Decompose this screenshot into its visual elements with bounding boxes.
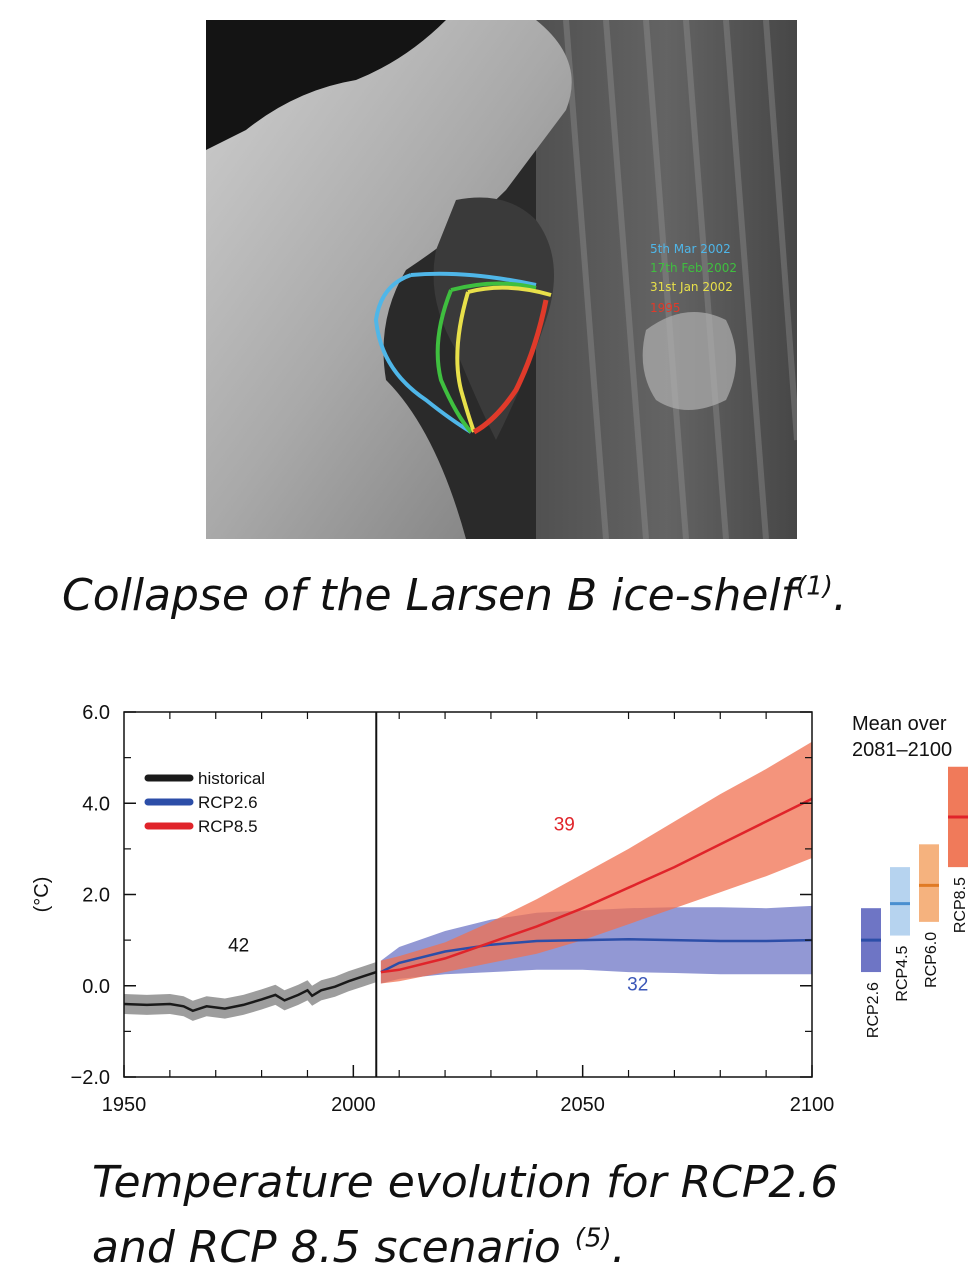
temperature-chart: 42 32 39 6.0 4.0 2.0 0.0 −2.0 1950 2000 2050 2100 (°… (31, 702, 969, 1116)
line-rcp85 (380, 797, 813, 974)
satellite-legend-17th-feb-2002: 17th Feb 2002 (650, 261, 737, 275)
larsen-b-caption: Collapse of the Larsen B ice-shelf(1). (62, 570, 847, 621)
series-count-label-rcp85: 39 (554, 815, 575, 836)
y-axis-label: (°C) (31, 877, 53, 913)
series-count-label-historical: 42 (228, 936, 249, 957)
side-panel-title-line1: Mean over (852, 713, 947, 735)
caption-text: and RCP 8.5 scenario (92, 1222, 575, 1273)
line-rcp26 (380, 937, 813, 974)
y-tick-label: 6.0 (82, 702, 110, 724)
legend-label-rcp85: RCP8.5 (198, 817, 258, 836)
larsen-b-satellite-image: 5th Mar 2002 17th Feb 2002 31st Jan 2002… (206, 20, 797, 539)
side-bar-label-rcp26: RCP2.6 (865, 982, 882, 1038)
band-rcp85 (380, 741, 812, 984)
y-tick-label: 2.0 (82, 885, 110, 907)
side-bar-label-rcp45: RCP4.5 (894, 945, 911, 1001)
caption-reference: (1) (796, 571, 833, 602)
legend-label-historical: historical (198, 769, 265, 788)
satellite-legend-1995: 1995 (650, 301, 681, 315)
x-tick-label: 2000 (331, 1094, 376, 1116)
caption-period: . (832, 570, 847, 621)
temperature-caption-line2: and RCP 8.5 scenario (5). (92, 1222, 626, 1273)
side-bar-label-rcp85: RCP8.5 (952, 877, 969, 933)
x-tick-label: 1950 (102, 1094, 147, 1116)
band-historical (124, 962, 377, 1021)
x-tick-label: 2050 (560, 1094, 605, 1116)
satellite-legend-5th-mar-2002: 5th Mar 2002 (650, 242, 731, 256)
caption-reference: (5) (574, 1223, 612, 1254)
x-tick-label: 2100 (790, 1094, 835, 1116)
y-tick-label: 0.0 (82, 976, 110, 998)
y-tick-label: 4.0 (82, 793, 110, 815)
caption-text: Collapse of the Larsen B ice-shelf (62, 570, 797, 621)
side-bar-rcp45 (890, 867, 910, 936)
line-historical (123, 970, 377, 1013)
caption-period: . (611, 1222, 626, 1273)
side-bar-label-rcp60: RCP6.0 (923, 932, 940, 988)
satellite-legend-31st-jan-2002: 31st Jan 2002 (650, 280, 733, 294)
temperature-caption-line1: Temperature evolution for RCP2.6 (92, 1157, 839, 1208)
side-bar-rcp60 (919, 844, 939, 922)
y-tick-label: −2.0 (71, 1067, 110, 1089)
legend-label-rcp26: RCP2.6 (198, 793, 258, 812)
side-panel-title-line2: 2081–2100 (852, 739, 952, 761)
series-count-label-rcp26: 32 (627, 974, 648, 995)
